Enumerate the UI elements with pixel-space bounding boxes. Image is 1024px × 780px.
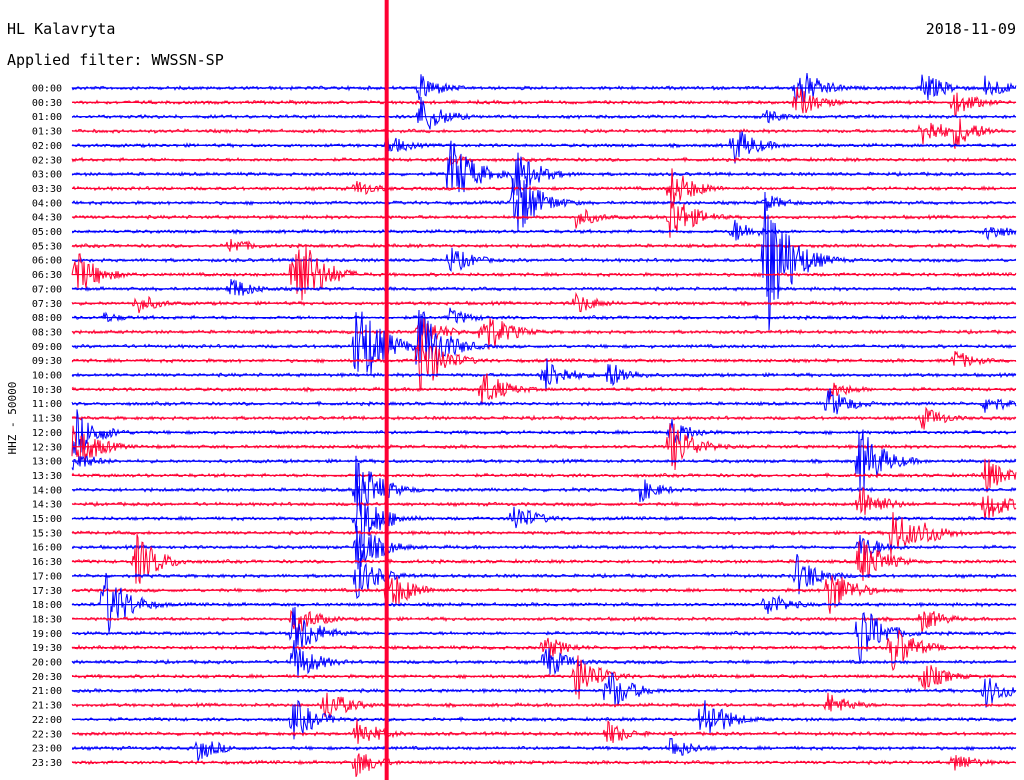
time-tick-label: 02:00 xyxy=(32,141,62,152)
trace-row-13:00 xyxy=(71,429,1017,491)
time-tick-label: 05:00 xyxy=(32,227,62,238)
time-tick-label: 17:30 xyxy=(32,586,62,597)
station-name: HL Kalavryta xyxy=(7,20,116,38)
time-tick-label: 04:00 xyxy=(32,198,62,209)
filter-label: Applied filter: WWSSN-SP xyxy=(7,51,224,69)
trace-row-23:00 xyxy=(71,737,1017,762)
time-tick-label: 20:00 xyxy=(32,658,62,669)
trace-row-08:00 xyxy=(71,307,1017,324)
time-tick-label: 19:00 xyxy=(32,629,62,640)
trace-row-07:00 xyxy=(71,279,1017,296)
trace-row-06:30 xyxy=(71,245,1017,301)
time-tick-label: 12:00 xyxy=(32,428,62,439)
time-tick-label: 18:00 xyxy=(32,600,62,611)
red-time-marker xyxy=(384,0,389,780)
time-tick-label: 21:00 xyxy=(32,686,62,697)
time-tick-label: 00:00 xyxy=(32,84,62,95)
time-tick-label: 21:30 xyxy=(32,701,62,712)
time-tick-label: 13:30 xyxy=(32,471,62,482)
time-tick-label: 00:30 xyxy=(32,98,62,109)
time-tick-label: 19:30 xyxy=(32,643,62,654)
time-tick-label: 17:00 xyxy=(32,571,62,582)
trace-row-11:00 xyxy=(71,388,1017,415)
trace-row-01:00 xyxy=(71,96,1017,130)
time-tick-label: 08:00 xyxy=(32,313,62,324)
time-tick-label: 07:00 xyxy=(32,284,62,295)
time-tick-label: 18:30 xyxy=(32,614,62,625)
time-tick-label: 05:30 xyxy=(32,241,62,252)
trace-row-19:00 xyxy=(71,606,1017,664)
time-tick-label: 16:00 xyxy=(32,543,62,554)
trace-row-03:00 xyxy=(71,140,1017,196)
trace-row-09:30 xyxy=(71,334,1017,393)
trace-group xyxy=(71,72,1017,777)
time-tick-label: 13:00 xyxy=(32,457,62,468)
time-tick-label: 06:30 xyxy=(32,270,62,281)
time-tick-label: 01:30 xyxy=(32,127,62,138)
trace-row-22:30 xyxy=(71,719,1017,744)
trace-row-20:00 xyxy=(71,640,1017,678)
time-tick-label: 23:00 xyxy=(32,744,62,755)
time-tick-label: 22:00 xyxy=(32,715,62,726)
time-tick-label: 12:30 xyxy=(32,442,62,453)
trace-row-11:30 xyxy=(71,406,1017,430)
time-tick-label: 06:00 xyxy=(32,256,62,267)
trace-row-05:00 xyxy=(71,219,1017,241)
time-tick-label: 02:30 xyxy=(32,155,62,166)
time-tick-label: 11:00 xyxy=(32,399,62,410)
time-tick-label: 10:30 xyxy=(32,385,62,396)
trace-row-15:00 xyxy=(71,485,1017,548)
time-tick-label: 11:30 xyxy=(32,414,62,425)
trace-row-04:00 xyxy=(71,178,1017,232)
time-tick-label: 16:30 xyxy=(32,557,62,568)
time-tick-label: 08:30 xyxy=(32,327,62,338)
trace-row-14:00 xyxy=(71,455,1017,517)
time-tick-label: 04:30 xyxy=(32,213,62,224)
time-tick-label: 22:30 xyxy=(32,729,62,740)
time-tick-label: 14:00 xyxy=(32,485,62,496)
trace-row-14:30 xyxy=(71,486,1017,520)
time-tick-label: 10:00 xyxy=(32,371,62,382)
time-tick-label: 03:00 xyxy=(32,170,62,181)
time-tick-label: 23:30 xyxy=(32,758,62,769)
time-tick-label: 07:30 xyxy=(32,299,62,310)
trace-row-23:30 xyxy=(71,753,1016,777)
time-tick-label: 03:30 xyxy=(32,184,62,195)
time-tick-label: 15:30 xyxy=(32,528,62,539)
time-tick-label: 01:00 xyxy=(32,112,62,123)
time-tick-label: 20:30 xyxy=(32,672,62,683)
time-tick-label: 09:00 xyxy=(32,342,62,353)
trace-row-00:30 xyxy=(71,86,1017,118)
record-date: 2018-11-09 xyxy=(925,20,1016,38)
time-tick-label: 14:30 xyxy=(32,500,62,511)
time-tick-labels: 00:00 00:30 01:00 01:30 02:00 02:30 03:00 03:30… xyxy=(32,84,62,769)
trace-row-09:00 xyxy=(71,309,1017,375)
time-tick-label: 15:00 xyxy=(32,514,62,525)
time-tick-label: 09:30 xyxy=(32,356,62,367)
trace-row-06:00 xyxy=(71,191,1017,331)
channel-label: HHZ - 50000 xyxy=(6,381,19,455)
